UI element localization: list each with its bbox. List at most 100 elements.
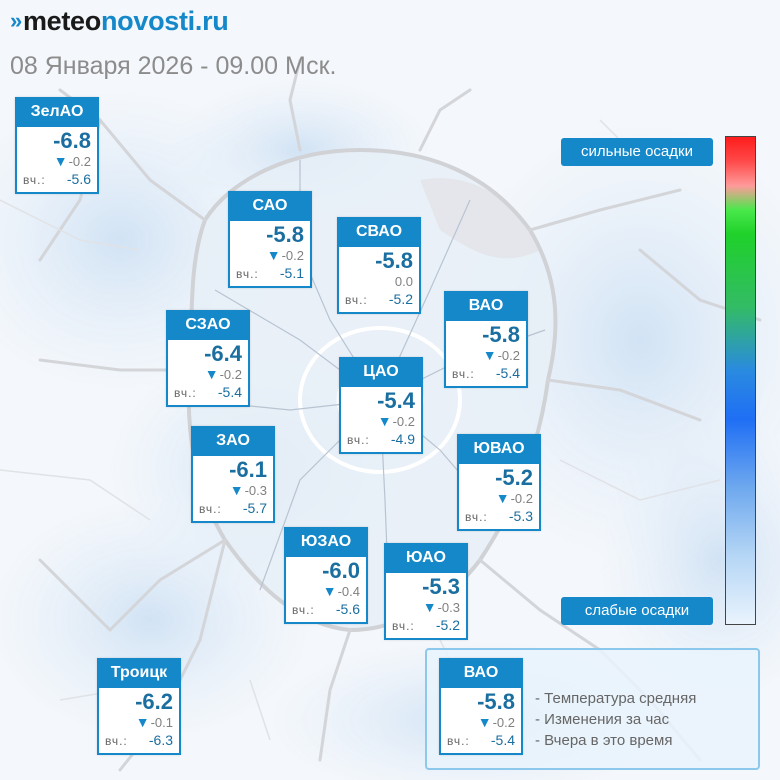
card-temperature: -5.8 — [375, 248, 413, 273]
district-card[interactable]: САО -5.8 ▼-0.2 вч.: -5.1 — [228, 191, 312, 288]
card-temperature: -5.4 — [377, 388, 415, 413]
card-yesterday-value: -5.6 — [66, 171, 91, 187]
card-yesterday-label: вч.: — [447, 734, 470, 748]
card-yesterday-label: вч.: — [452, 367, 475, 381]
card-yesterday-value: -5.1 — [279, 265, 304, 281]
card-yesterday-value: -5.4 — [490, 732, 515, 748]
card-yesterday-label: вч.: — [465, 510, 488, 524]
logo-text-meteo: meteo — [22, 6, 101, 36]
card-change-value: -0.1 — [150, 715, 173, 730]
district-card[interactable]: ЮЗАО -6.0 ▼-0.4 вч.: -5.6 — [284, 527, 368, 624]
card-name: ЦАО — [339, 357, 423, 387]
card-change: ▼-0.3 — [422, 599, 460, 616]
card-yesterday-value: -4.9 — [390, 431, 415, 447]
legend-sample-card: ВАО -5.8 ▼-0.2 вч.: -5.4 — [439, 658, 523, 755]
mkad-ring — [186, 147, 558, 633]
district-card[interactable]: ЦАО -5.4 ▼-0.2 вч.: -4.9 — [339, 357, 423, 454]
card-yesterday-label: вч.: — [392, 619, 415, 633]
arrow-down-icon: ▼ — [135, 714, 150, 730]
card-temperature: -6.0 — [322, 558, 360, 583]
card-temperature: -5.8 — [266, 222, 304, 247]
legend-line-hourly-change: - Изменения за час — [535, 711, 670, 728]
card-change: 0.0 — [395, 274, 413, 289]
card-name: ЮВАО — [457, 434, 541, 464]
card-yesterday-value: -5.4 — [495, 365, 520, 381]
card-change-value: 0.0 — [394, 274, 413, 289]
card-name: СЗАО — [166, 310, 250, 340]
district-card[interactable]: ЮАО -5.3 ▼-0.3 вч.: -5.2 — [384, 543, 468, 640]
card-change-value: -0.2 — [497, 348, 520, 363]
card-name: СВАО — [337, 217, 421, 247]
card-yesterday-value: -5.3 — [508, 508, 533, 524]
card-change: ▼-0.2 — [266, 247, 304, 264]
legend-explanation-lines: - Температура средняя - Изменения за час… — [535, 688, 696, 751]
arrow-down-icon: ▼ — [322, 583, 337, 599]
card-name: ЮЗАО — [284, 527, 368, 557]
card-temperature: -5.2 — [495, 465, 533, 490]
card-yesterday-value: -5.7 — [242, 500, 267, 516]
forecast-date: 08 Января 2026 - 09.00 Мск. — [10, 52, 337, 80]
logo-text-novosti: novosti.ru — [100, 6, 229, 36]
card-change: ▼-0.3 — [229, 482, 267, 499]
third-ring — [298, 326, 462, 474]
card-change: ▼-0.2 — [53, 153, 91, 170]
card-change-value: -0.4 — [337, 584, 360, 599]
card-temperature: -5.8 — [477, 689, 515, 714]
card-change: ▼-0.1 — [135, 714, 173, 731]
card-yesterday-value: -5.6 — [335, 601, 360, 617]
card-change-value: -0.2 — [510, 491, 533, 506]
card-name: ЗелАО — [15, 97, 99, 127]
strong-precipitation-label: сильные осадки — [561, 138, 713, 166]
arrow-down-icon: ▼ — [266, 247, 281, 263]
card-temperature: -5.8 — [482, 322, 520, 347]
card-change: ▼-0.2 — [477, 714, 515, 731]
district-card[interactable]: ВАО -5.8 ▼-0.2 вч.: -5.4 — [444, 291, 528, 388]
card-temperature: -6.8 — [53, 128, 91, 153]
card-yesterday-label: вч.: — [345, 293, 368, 307]
card-name: ЮАО — [384, 543, 468, 573]
card-temperature: -6.2 — [135, 689, 173, 714]
card-name: ВАО — [439, 658, 523, 688]
card-temperature: -6.4 — [204, 341, 242, 366]
district-card[interactable]: ЮВАО -5.2 ▼-0.2 вч.: -5.3 — [457, 434, 541, 531]
district-card[interactable]: Троицк -6.2 ▼-0.1 вч.: -6.3 — [97, 658, 181, 755]
weak-precipitation-label: слабые осадки — [561, 597, 713, 625]
north-east-area — [420, 178, 540, 259]
precipitation-colorbar — [725, 136, 756, 625]
card-yesterday-value: -6.3 — [148, 732, 173, 748]
card-yesterday-value: -5.2 — [435, 617, 460, 633]
card-change-value: -0.2 — [392, 414, 415, 429]
arrow-down-icon: ▼ — [229, 482, 244, 498]
card-name: САО — [228, 191, 312, 221]
site-logo[interactable]: »meteonovosti.ru — [10, 6, 229, 37]
card-yesterday-label: вч.: — [292, 603, 315, 617]
card-yesterday-label: вч.: — [174, 386, 197, 400]
card-temperature: -5.3 — [422, 574, 460, 599]
card-change-value: -0.3 — [437, 600, 460, 615]
district-card[interactable]: СВАО -5.8 0.0 вч.: -5.2 — [337, 217, 421, 314]
card-yesterday-value: -5.2 — [388, 291, 413, 307]
arrow-down-icon: ▼ — [377, 413, 392, 429]
card-change-value: -0.2 — [68, 154, 91, 169]
card-change: ▼-0.2 — [204, 366, 242, 383]
card-change: ▼-0.2 — [496, 491, 533, 507]
district-card[interactable]: ЗелАО -6.8 ▼-0.2 вч.: -5.6 — [15, 97, 99, 194]
card-name: Троицк — [97, 658, 181, 688]
arrow-down-icon: ▼ — [422, 599, 437, 615]
card-change-value: -0.2 — [219, 367, 242, 382]
card-name: ЗАО — [191, 426, 275, 456]
card-change: ▼-0.2 — [482, 347, 520, 364]
card-name: ВАО — [444, 291, 528, 321]
arrow-down-icon: ▼ — [482, 347, 497, 363]
district-card[interactable]: ЗАО -6.1 ▼-0.3 вч.: -5.7 — [191, 426, 275, 523]
legend-line-yesterday: - Вчера в это время — [535, 732, 673, 749]
district-card[interactable]: СЗАО -6.4 ▼-0.2 вч.: -5.4 — [166, 310, 250, 407]
card-yesterday-label: вч.: — [347, 433, 370, 447]
card-temperature: -6.1 — [229, 457, 267, 482]
card-yesterday-label: вч.: — [236, 267, 259, 281]
arrow-down-icon: ▼ — [53, 153, 68, 169]
arrow-down-icon: ▼ — [477, 714, 492, 730]
logo-mark-icon: » — [10, 8, 22, 33]
arrow-down-icon: ▼ — [204, 366, 219, 382]
card-yesterday-label: вч.: — [105, 734, 128, 748]
